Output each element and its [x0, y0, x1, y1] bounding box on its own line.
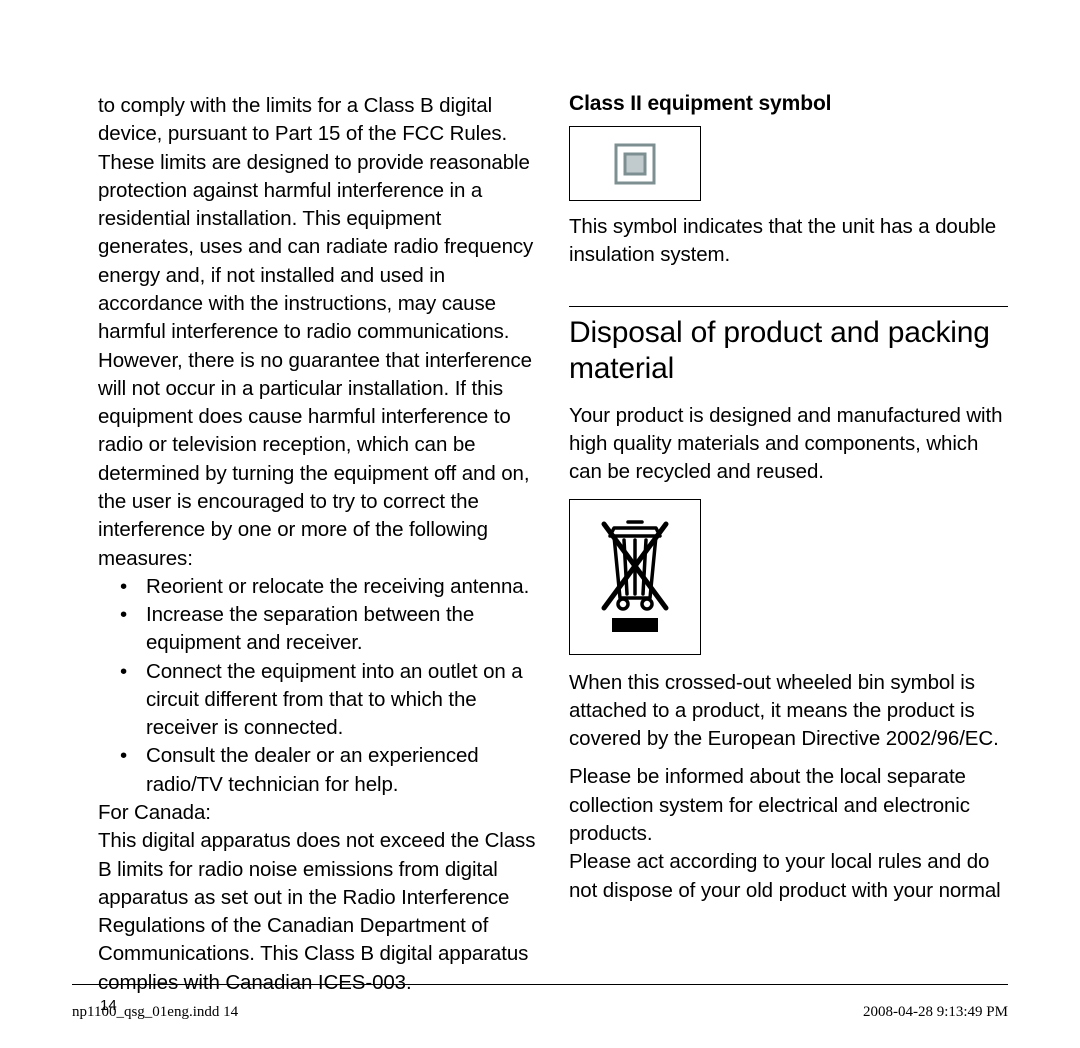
list-item: Reorient or relocate the receiving anten…	[98, 573, 537, 601]
list-item: Connect the equipment into an outlet on …	[98, 658, 537, 743]
canada-paragraph: This digital apparatus does not exceed t…	[98, 827, 537, 997]
right-column: Class II equipment symbol This symbol in…	[569, 92, 1008, 997]
weee-symbol-figure	[569, 499, 701, 655]
print-footer: np1100_qsg_01eng.indd 14 2008-04-28 9:13…	[72, 1004, 1008, 1021]
class2-caption: This symbol indicates that the unit has …	[569, 213, 1008, 270]
footer-rule	[72, 984, 1008, 985]
fcc-intro-paragraph: to comply with the limits for a Class B …	[98, 92, 537, 573]
class2-heading: Class II equipment symbol	[569, 92, 1008, 116]
left-column: to comply with the limits for a Class B …	[98, 92, 537, 997]
disposal-paragraph-1: Your product is designed and manufacture…	[569, 402, 1008, 487]
disposal-heading: Disposal of product and packing material	[569, 315, 1008, 388]
footer-timestamp: 2008-04-28 9:13:49 PM	[863, 1004, 1008, 1021]
disposal-paragraph-2: When this crossed-out wheeled bin symbol…	[569, 669, 1008, 754]
class2-symbol-figure	[569, 126, 701, 201]
list-item: Increase the separation between the equi…	[98, 601, 537, 658]
list-item: Consult the dealer or an experienced rad…	[98, 742, 537, 799]
crossed-out-bin-icon	[590, 512, 680, 642]
section-divider	[569, 306, 1008, 307]
disposal-paragraph-4: Please act according to your local rules…	[569, 848, 1008, 905]
double-insulation-icon	[613, 142, 657, 186]
interference-measures-list: Reorient or relocate the receiving anten…	[98, 573, 537, 799]
canada-label: For Canada:	[98, 799, 537, 827]
manual-page: to comply with the limits for a Class B …	[0, 0, 1080, 1041]
two-column-content: to comply with the limits for a Class B …	[98, 92, 1008, 997]
disposal-paragraph-3: Please be informed about the local separ…	[569, 763, 1008, 848]
footer-file-info: np1100_qsg_01eng.indd 14	[72, 1004, 238, 1021]
